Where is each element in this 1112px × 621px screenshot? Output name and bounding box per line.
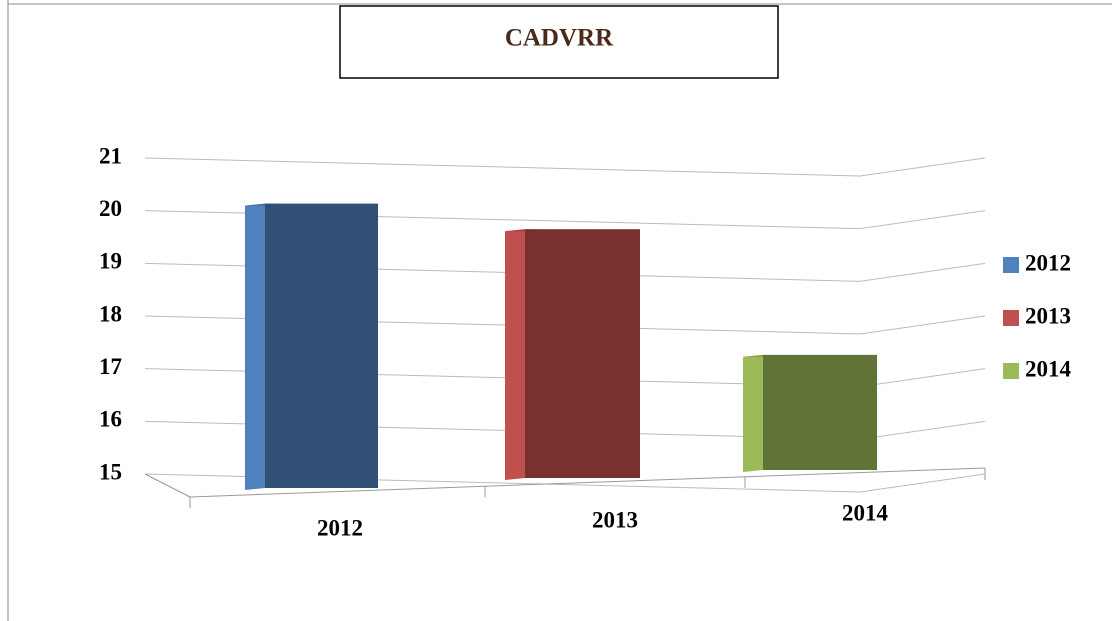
y-tick-label: 15 [99,459,122,484]
y-tick-label: 20 [99,196,122,221]
title-box [339,5,779,79]
bar [265,203,378,488]
bar [525,229,640,478]
chart-title: CADVRR [505,25,614,52]
y-tick-label: 17 [99,354,122,379]
legend-label: 2014 [1025,356,1072,381]
x-axis [144,473,191,498]
bar-side [743,354,763,472]
grid-line [144,157,986,177]
legend-label: 2012 [1025,250,1071,275]
y-tick-label: 19 [99,249,122,274]
bar-side [505,229,525,480]
bar [763,354,877,470]
x-axis [189,467,986,498]
x-tick-label: 2013 [592,507,638,532]
y-tick-label: 21 [99,143,122,168]
grid-line [144,262,986,282]
x-tick-label: 2012 [317,515,363,540]
bar-side [245,203,265,490]
legend-swatch [1003,257,1019,273]
grid-line [144,315,986,335]
y-tick-label: 16 [99,407,122,432]
legend-swatch [1003,363,1019,379]
grid-line [144,210,986,230]
legend-label: 2013 [1025,303,1071,328]
y-tick-label: 18 [99,301,122,326]
grid-line [144,473,986,493]
x-tick-label: 2014 [842,500,889,525]
legend-swatch [1003,310,1019,326]
